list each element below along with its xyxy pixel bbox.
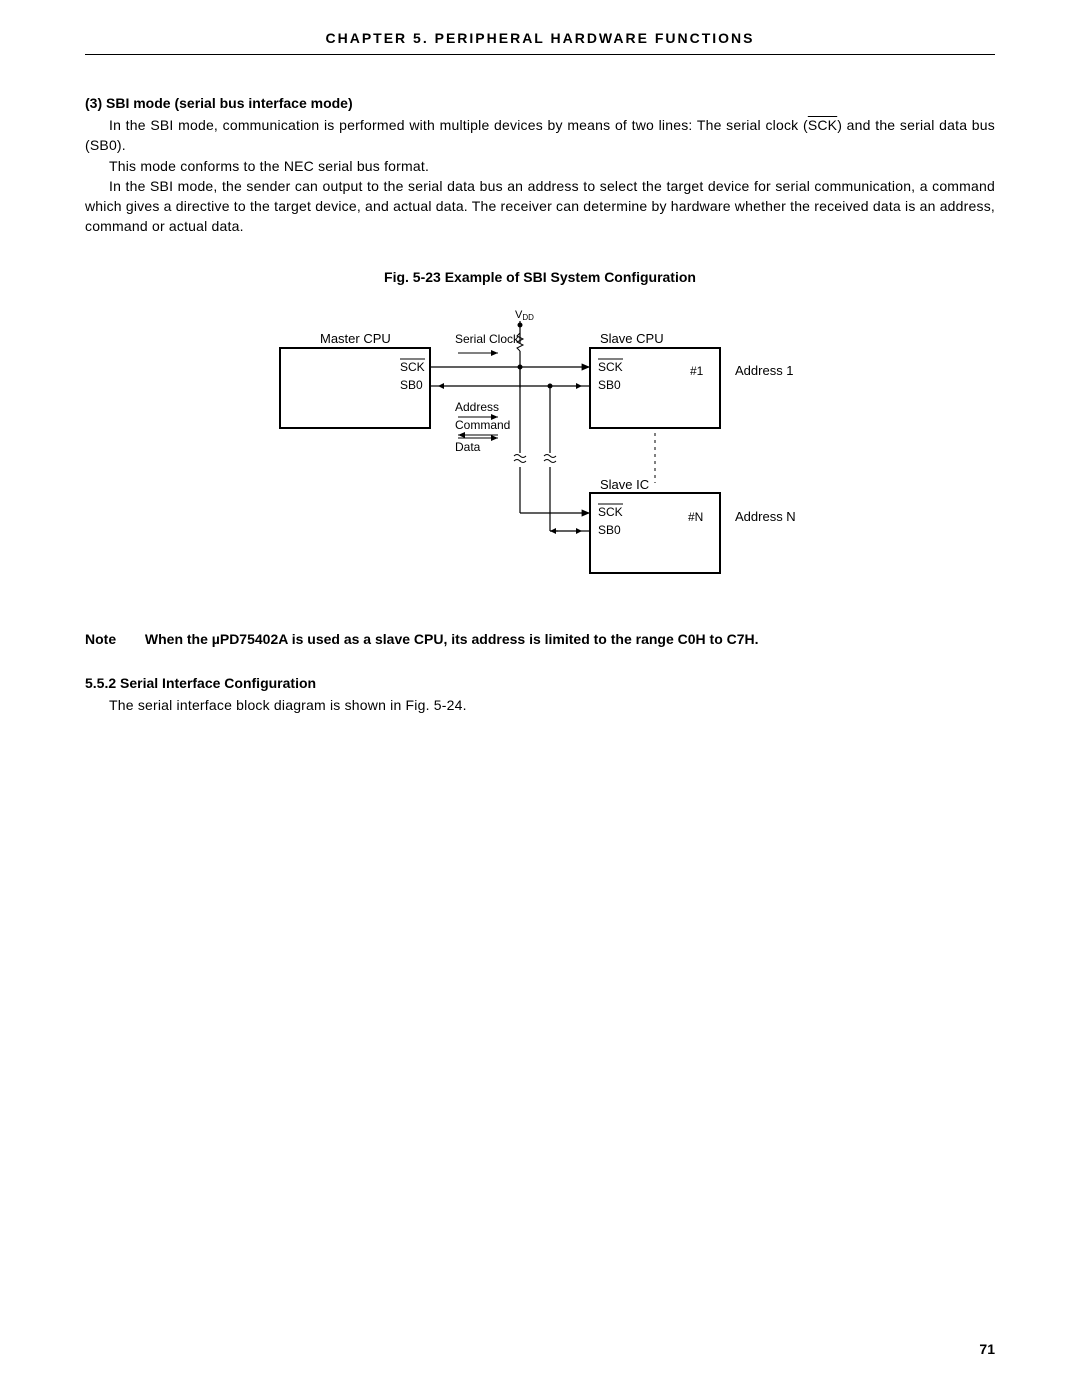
slave1-sck: SCK xyxy=(598,360,623,374)
note-mu: µ xyxy=(212,631,220,647)
master-sb0: SB0 xyxy=(400,378,423,392)
serial-clock-label: Serial Clock xyxy=(455,332,520,346)
p1-sck: SCK xyxy=(808,117,837,133)
note-text-a: When the xyxy=(145,631,212,647)
diag-command: Command xyxy=(455,418,510,432)
note-label: Note xyxy=(85,631,141,647)
slave1-sb0: SB0 xyxy=(598,378,621,392)
section-3-title: (3) SBI mode (serial bus interface mode) xyxy=(85,95,995,111)
chapter-header: CHAPTER 5. PERIPHERAL HARDWARE FUNCTIONS xyxy=(85,30,995,55)
slave2-num: #N xyxy=(688,510,703,524)
slave-ic-label: Slave IC xyxy=(600,477,649,492)
note: Note When the µPD75402A is used as a sla… xyxy=(85,631,995,647)
slave2-sck: SCK xyxy=(598,505,623,519)
slave-cpu-label: Slave CPU xyxy=(600,331,664,346)
subsection-paragraph: The serial interface block diagram is sh… xyxy=(85,695,995,715)
diag-data: Data xyxy=(455,440,481,454)
page-number: 71 xyxy=(979,1341,995,1357)
paragraph-2: This mode conforms to the NEC serial bus… xyxy=(85,156,995,176)
subsection-5-5-2: 5.5.2 Serial Interface Configuration xyxy=(85,675,995,691)
master-sck: SCK xyxy=(400,360,425,374)
slave2-sb0: SB0 xyxy=(598,523,621,537)
diag-address: Address xyxy=(455,400,499,414)
vdd-label: VDD xyxy=(515,309,534,322)
address-1-label: Address 1 xyxy=(735,363,794,378)
slave1-num: #1 xyxy=(690,364,704,378)
diagram-container: VDD Master CPU SCK SB0 Serial Clock Addr… xyxy=(85,303,995,593)
address-n-label: Address N xyxy=(735,509,796,524)
paragraph-3: In the SBI mode, the sender can output t… xyxy=(85,176,995,237)
sbi-diagram: VDD Master CPU SCK SB0 Serial Clock Addr… xyxy=(260,303,820,593)
figure-caption: Fig. 5-23 Example of SBI System Configur… xyxy=(85,269,995,285)
p1-text-a: In the SBI mode, communication is perfor… xyxy=(109,117,808,133)
paragraph-1: In the SBI mode, communication is perfor… xyxy=(85,115,995,156)
page-content: (3) SBI mode (serial bus interface mode)… xyxy=(85,95,995,715)
note-text-b: PD75402A is used as a slave CPU, its add… xyxy=(220,631,759,647)
master-cpu-label: Master CPU xyxy=(320,331,391,346)
